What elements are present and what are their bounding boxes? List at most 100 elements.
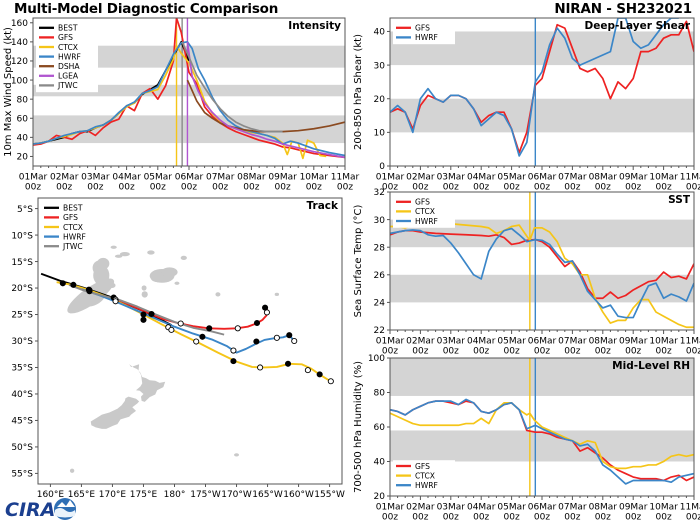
x-tick-sublabel: 00z xyxy=(656,347,672,357)
x-tick-label: 04Mar xyxy=(467,503,496,513)
x-tick-sublabel: 00z xyxy=(564,183,580,193)
x-tick-sublabel: 00z xyxy=(473,513,489,523)
chart-panel-track[interactable]: 5°S 10°S 15°S 20°S 25°S 30°S 35°S 40°S 45°S 50°S 5… xyxy=(0,194,350,504)
y-tick-label: 5°S xyxy=(17,205,33,215)
series-line-ctcx xyxy=(390,401,694,470)
track-marker-hwrf xyxy=(291,337,298,345)
x-tick-label: 08Mar xyxy=(237,173,266,183)
track-marker-hwrf xyxy=(140,316,147,323)
x-tick-label: 07Mar xyxy=(206,173,235,183)
x-tick-sublabel: 00z xyxy=(119,183,135,193)
legend-label-lgea: LGEA xyxy=(58,72,79,81)
shaded-band xyxy=(390,274,694,303)
chart-panel-intensity[interactable]: 20 40 60 80 100 120 140 160 01Mar 00z 02Mar 00z 03Ma… xyxy=(0,14,360,194)
x-tick-sublabel: 00z xyxy=(686,183,700,193)
chart-panel-mid-level-rh[interactable]: 20 40 60 80 100 01Mar 00z 02Mar 00z 03Mar 00z 04Mar… xyxy=(350,354,700,524)
y-tick-label: 40 xyxy=(374,458,386,468)
y-axis-label: 200-850 hPa Shear (kt) xyxy=(353,34,364,150)
y-tick-label: 30 xyxy=(374,61,386,71)
panel-corner-label: Mid-Level RH xyxy=(612,360,690,372)
x-tick-label: 01Mar xyxy=(376,337,405,347)
x-tick-label: 08Mar xyxy=(589,503,618,513)
shaded-band xyxy=(390,358,694,396)
panel-corner-label: Track xyxy=(307,200,339,212)
y-tick-label: 60 xyxy=(374,423,386,433)
storm-identifier: NIRAN - SH232021 xyxy=(554,1,692,17)
track-marker-hwrf xyxy=(168,326,175,333)
track-marker-gfs xyxy=(148,310,155,318)
landmass-island-12 xyxy=(114,254,123,258)
x-tick-label: 02Mar xyxy=(406,173,435,183)
x-tick-label: 11Mar xyxy=(680,173,700,183)
chart-panel-sst[interactable]: 22 24 26 28 30 32 01Mar 00z 02Mar 00z 03Mar 00z 04Ma… xyxy=(350,188,700,358)
landmass-island-14 xyxy=(215,292,221,297)
y-tick-label: 140 xyxy=(11,38,28,48)
x-tick-label: 08Mar xyxy=(589,173,618,183)
legend-label-gfs: GFS xyxy=(415,24,430,33)
x-tick-label: 11Mar xyxy=(331,173,360,183)
legend-label-hwrf: HWRF xyxy=(415,217,438,226)
y-tick-label: 50°S xyxy=(11,443,33,453)
track-marker-ctcx xyxy=(327,378,334,385)
x-tick-sublabel: 00z xyxy=(504,513,520,523)
x-tick-sublabel: 00z xyxy=(686,513,700,523)
x-tick-label: 05Mar xyxy=(497,503,526,513)
landmass-island-9 xyxy=(141,285,147,291)
track-marker-ctcx xyxy=(230,358,237,365)
track-line-jtwc xyxy=(68,283,225,336)
x-tick-label: 11Mar xyxy=(680,337,700,347)
x-tick-sublabel: 00z xyxy=(412,513,428,523)
legend-label-jtwc: JTWC xyxy=(57,81,78,90)
y-tick-label: 45°S xyxy=(11,417,33,427)
series-line-hwrf xyxy=(390,18,679,157)
legend-label-hwrf: HWRF xyxy=(415,33,438,42)
x-tick-label: 03Mar xyxy=(81,173,110,183)
x-tick-sublabel: 00z xyxy=(564,513,580,523)
x-tick-label: 04Mar xyxy=(467,337,496,347)
track-marker-ctcx xyxy=(316,371,323,378)
y-tick-label: 20 xyxy=(374,95,386,105)
x-tick-sublabel: 00z xyxy=(534,183,550,193)
chart-deep-layer-shear: 01020304001Mar00z02Mar00z03Mar00z04Mar00… xyxy=(353,17,700,193)
chart-panel-deep-layer-shear[interactable]: 0 10 20 30 40 01Mar 00z 02Mar 00z 03Mar 00z 04Mar 00… xyxy=(350,14,700,194)
y-tick-label: 20°S xyxy=(11,284,33,294)
x-tick-label: 10Mar xyxy=(649,337,678,347)
landmass-island-22 xyxy=(234,453,240,457)
legend-label-hwrf: HWRF xyxy=(415,481,438,490)
x-tick-sublabel: 00z xyxy=(412,347,428,357)
y-axis-label: 700-500 hPa Humidity (%) xyxy=(353,361,364,493)
x-tick-label: 07Mar xyxy=(558,173,587,183)
track-marker-hwrf xyxy=(273,334,280,341)
x-tick-label: 01Mar xyxy=(376,173,405,183)
y-tick-label: 100 xyxy=(11,76,28,86)
landmass-island-19 xyxy=(174,281,180,285)
panel-corner-label: Intensity xyxy=(288,20,341,32)
track-marker-ctcx xyxy=(284,360,292,367)
y-tick-label: 120 xyxy=(11,57,28,67)
x-tick-label: 10Mar xyxy=(649,173,678,183)
x-tick-label: 03Mar xyxy=(437,337,466,347)
landmass-island-21 xyxy=(274,292,280,296)
y-tick-label: 80 xyxy=(374,389,386,399)
x-tick-sublabel: 00z xyxy=(56,183,72,193)
x-tick-label: 06Mar xyxy=(175,173,204,183)
x-tick-sublabel: 00z xyxy=(275,183,291,193)
x-tick-label: 01Mar xyxy=(376,503,405,513)
x-tick-sublabel: 00z xyxy=(625,347,641,357)
track-marker-hwrf xyxy=(286,332,293,339)
track-marker-ctcx xyxy=(140,311,147,318)
track-marker-hwrf xyxy=(253,338,260,345)
landmass-island-1 xyxy=(86,294,105,307)
landmass-island-6 xyxy=(161,267,178,277)
x-tick-label: 165°E xyxy=(68,490,96,500)
track-marker-best xyxy=(70,281,77,288)
x-tick-label: 07Mar xyxy=(558,503,587,513)
x-tick-label: 10Mar xyxy=(649,503,678,513)
x-tick-sublabel: 00z xyxy=(243,183,259,193)
y-tick-label: 0 xyxy=(379,162,385,172)
landmass-island-18 xyxy=(180,255,187,260)
x-tick-sublabel: 00z xyxy=(382,513,398,523)
y-tick-label: 22 xyxy=(374,326,385,336)
